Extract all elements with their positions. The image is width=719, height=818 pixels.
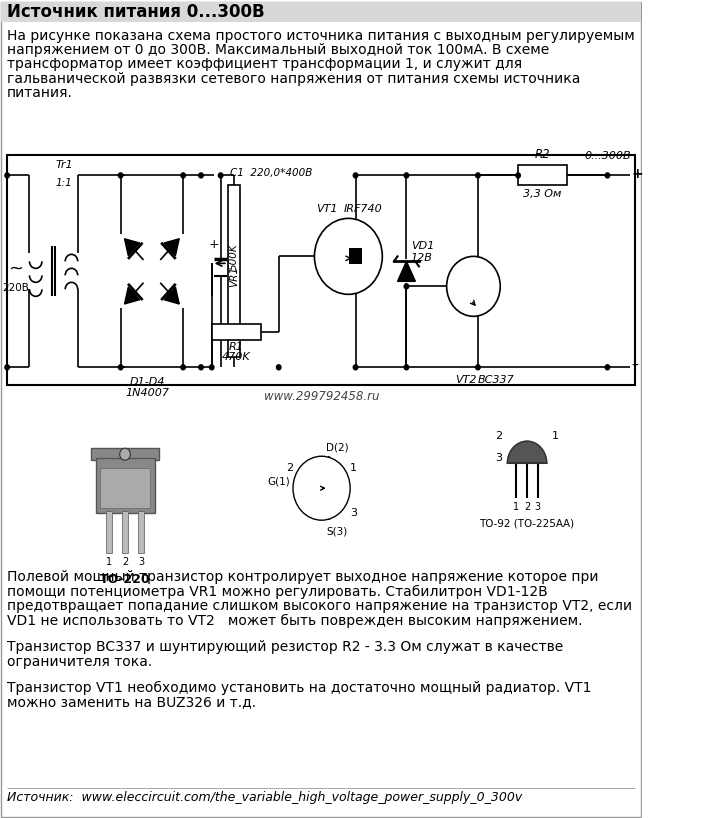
Circle shape — [293, 456, 350, 520]
Text: ограничителя тока.: ограничителя тока. — [7, 654, 152, 668]
Bar — [211, 324, 261, 340]
Circle shape — [605, 173, 610, 178]
Circle shape — [476, 365, 480, 370]
Circle shape — [404, 173, 408, 178]
Text: IRF740: IRF740 — [344, 204, 383, 214]
Text: +: + — [209, 238, 220, 251]
Circle shape — [209, 365, 214, 370]
Polygon shape — [508, 441, 546, 463]
Text: Транзистор BC337 и шунтирующий резистор R2 - 3.3 Ом служат в качестве: Транзистор BC337 и шунтирующий резистор … — [7, 640, 564, 654]
Text: 2: 2 — [495, 431, 502, 441]
Text: помощи потенциометра VR1 можно регулировать. Стабилитрон VD1-12В: помощи потенциометра VR1 можно регулиров… — [7, 585, 548, 599]
Text: Транзистор VT1 необходимо установить на достаточно мощный радиатор. VT1: Транзистор VT1 необходимо установить на … — [7, 681, 592, 695]
Circle shape — [219, 173, 223, 178]
Text: 0...300В: 0...300В — [584, 151, 631, 161]
Circle shape — [404, 365, 408, 370]
Polygon shape — [164, 287, 179, 304]
Text: 2: 2 — [524, 502, 530, 512]
Text: ~: ~ — [9, 259, 24, 277]
Text: предотвращает попадание слишком высокого напряжение на транзистор VT2, если: предотвращает попадание слишком высокого… — [7, 599, 632, 614]
Text: R1: R1 — [229, 342, 243, 353]
Text: 3: 3 — [350, 508, 357, 518]
Text: 1: 1 — [513, 502, 519, 512]
Text: VD1: VD1 — [411, 241, 434, 251]
Text: 1: 1 — [106, 557, 112, 567]
Text: 1: 1 — [552, 431, 559, 441]
Text: VT1: VT1 — [316, 204, 338, 214]
Text: 220В: 220В — [3, 283, 29, 294]
Text: D1-D4: D1-D4 — [129, 377, 165, 387]
Circle shape — [353, 173, 358, 178]
Text: VT2: VT2 — [456, 375, 477, 385]
Text: 3: 3 — [138, 557, 145, 567]
Text: 2: 2 — [286, 463, 293, 474]
Circle shape — [181, 365, 186, 370]
Circle shape — [198, 365, 203, 370]
Text: 500K: 500K — [229, 243, 239, 270]
Circle shape — [119, 365, 123, 370]
Text: Полевой мощный транзистор контролирует выходное напряжение которое при: Полевой мощный транзистор контролирует в… — [7, 570, 599, 584]
Bar — [106, 511, 111, 553]
Text: 3: 3 — [495, 453, 502, 463]
Text: На рисунке показана схема простого источника питания с выходным регулируемым: На рисунке показана схема простого источ… — [7, 29, 635, 43]
Text: C1  220,0*400В: C1 220,0*400В — [229, 169, 312, 178]
Bar — [96, 458, 155, 513]
Circle shape — [353, 365, 358, 370]
Text: www.299792458.ru: www.299792458.ru — [264, 390, 380, 403]
Bar — [7, 155, 635, 385]
Text: можно заменить на BUZ326 и т.д.: можно заменить на BUZ326 и т.д. — [7, 695, 256, 709]
Text: ТО-92 (ТО-225АА): ТО-92 (ТО-225АА) — [480, 518, 574, 528]
Bar — [122, 511, 128, 553]
Circle shape — [5, 365, 9, 370]
Text: R2: R2 — [534, 148, 550, 161]
Circle shape — [446, 256, 500, 317]
Circle shape — [181, 173, 186, 178]
Text: 2: 2 — [122, 557, 128, 567]
Circle shape — [314, 218, 383, 294]
Text: напряжением от 0 до 300В. Максимальный выходной ток 100мА. В схеме: напряжением от 0 до 300В. Максимальный в… — [7, 43, 549, 57]
Circle shape — [119, 173, 123, 178]
Text: 1:1: 1:1 — [56, 178, 73, 188]
Text: 12В: 12В — [411, 254, 433, 263]
Text: 3: 3 — [535, 502, 541, 512]
Text: Источник питания 0...300В: Источник питания 0...300В — [7, 2, 265, 20]
Circle shape — [5, 173, 9, 178]
Bar — [100, 468, 150, 508]
Text: G(1): G(1) — [267, 476, 290, 486]
Text: гальванической развязки сетевого напряжения от питания схемы источника: гальванической развязки сетевого напряже… — [7, 72, 580, 86]
Polygon shape — [164, 239, 179, 256]
Circle shape — [476, 173, 480, 178]
Text: ТО-220: ТО-220 — [100, 573, 150, 587]
Text: VR1: VR1 — [229, 266, 239, 287]
Circle shape — [404, 284, 408, 289]
Text: Tr1: Tr1 — [55, 160, 73, 170]
Bar — [139, 511, 144, 553]
Circle shape — [119, 448, 130, 461]
Circle shape — [277, 365, 281, 370]
Bar — [228, 186, 240, 357]
Text: 1: 1 — [350, 463, 357, 474]
Bar — [1, 2, 641, 21]
Text: Источник:  www.eleccircuit.com/the_variable_high_voltage_power_supply_0_300v: Источник: www.eleccircuit.com/the_variab… — [7, 791, 523, 804]
Text: 3,3 Ом: 3,3 Ом — [523, 190, 562, 200]
Text: BC337: BC337 — [478, 375, 515, 385]
Bar — [349, 249, 362, 264]
Circle shape — [516, 173, 521, 178]
Polygon shape — [124, 239, 139, 256]
Text: S(3): S(3) — [326, 526, 347, 536]
Bar — [518, 165, 567, 186]
Circle shape — [605, 365, 610, 370]
Polygon shape — [124, 287, 139, 304]
Text: трансформатор имеет коэффициент трансформации 1, и служит для: трансформатор имеет коэффициент трансфор… — [7, 57, 522, 71]
Text: 470K: 470K — [221, 353, 250, 362]
Polygon shape — [398, 262, 416, 281]
Circle shape — [198, 173, 203, 178]
Text: D(2): D(2) — [326, 443, 349, 452]
Bar — [91, 448, 159, 461]
Text: –: – — [631, 359, 638, 373]
Text: +: + — [631, 168, 644, 182]
Text: питания.: питания. — [7, 87, 73, 101]
Text: VD1 не использовать то VT2   может быть поврежден высоким напряжением.: VD1 не использовать то VT2 может быть по… — [7, 614, 582, 627]
Text: 1N4007: 1N4007 — [125, 389, 170, 398]
